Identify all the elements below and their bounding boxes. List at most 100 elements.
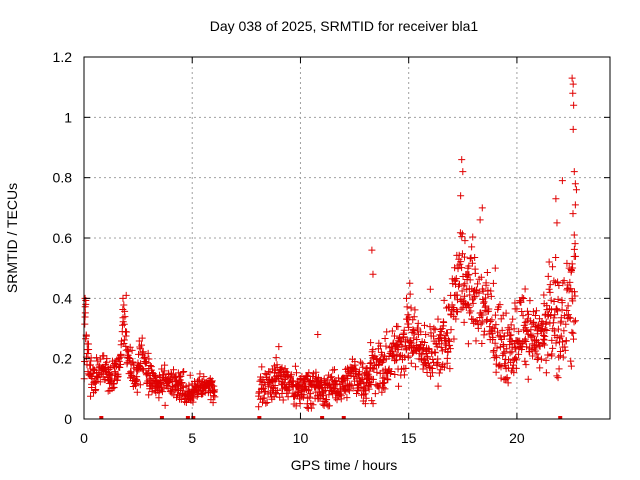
data-point bbox=[532, 307, 540, 315]
data-point bbox=[568, 328, 576, 336]
data-point bbox=[417, 341, 425, 349]
data-point bbox=[521, 285, 529, 293]
x-tick-label: 15 bbox=[401, 430, 417, 446]
data-point bbox=[526, 317, 534, 325]
data-point bbox=[492, 352, 500, 360]
data-point bbox=[565, 286, 573, 294]
data-point bbox=[329, 366, 337, 374]
data-point bbox=[486, 323, 494, 331]
data-point bbox=[127, 368, 135, 376]
data-point bbox=[555, 365, 563, 373]
data-point bbox=[550, 297, 558, 305]
data-point bbox=[558, 177, 566, 185]
data-point bbox=[455, 251, 463, 259]
data-point bbox=[493, 353, 501, 361]
data-point bbox=[121, 313, 129, 321]
data-point bbox=[328, 373, 336, 381]
data-point bbox=[522, 338, 530, 346]
zero-marker bbox=[341, 416, 346, 419]
data-point bbox=[146, 362, 154, 370]
data-point bbox=[437, 343, 445, 351]
data-point bbox=[466, 255, 474, 263]
data-point bbox=[403, 303, 411, 311]
data-point bbox=[539, 340, 547, 348]
data-point bbox=[544, 272, 552, 280]
data-point bbox=[120, 301, 128, 309]
zero-marker bbox=[99, 416, 104, 419]
data-point bbox=[92, 385, 100, 393]
data-point bbox=[571, 317, 579, 325]
data-point bbox=[457, 192, 465, 200]
data-point bbox=[541, 341, 549, 349]
data-point bbox=[265, 368, 273, 376]
data-point bbox=[292, 369, 300, 377]
data-point bbox=[116, 363, 124, 371]
data-point bbox=[566, 314, 574, 322]
data-point bbox=[478, 318, 486, 326]
data-point bbox=[118, 321, 126, 329]
data-point bbox=[450, 304, 458, 312]
data-point bbox=[503, 345, 511, 353]
data-point bbox=[465, 271, 473, 279]
data-point bbox=[491, 324, 499, 332]
data-point bbox=[466, 291, 474, 299]
data-point bbox=[461, 280, 469, 288]
data-point bbox=[434, 315, 442, 323]
data-point bbox=[569, 264, 577, 272]
x-axis-label: GPS time / hours bbox=[291, 457, 398, 473]
data-point bbox=[383, 328, 391, 336]
data-point bbox=[406, 290, 414, 298]
data-point bbox=[569, 89, 577, 97]
data-point bbox=[147, 363, 155, 371]
data-point bbox=[479, 311, 487, 319]
data-point bbox=[537, 326, 545, 334]
data-point bbox=[478, 339, 486, 347]
data-point bbox=[422, 330, 430, 338]
data-point bbox=[305, 369, 313, 377]
data-point bbox=[446, 345, 454, 353]
data-point bbox=[174, 381, 182, 389]
data-point bbox=[568, 74, 576, 82]
data-point bbox=[369, 346, 377, 354]
data-point bbox=[307, 390, 315, 398]
data-point bbox=[541, 332, 549, 340]
data-point bbox=[419, 365, 427, 373]
data-point bbox=[561, 346, 569, 354]
data-point bbox=[368, 246, 376, 254]
data-point bbox=[485, 305, 493, 313]
data-point bbox=[402, 364, 410, 372]
data-point bbox=[343, 394, 351, 402]
data-point bbox=[446, 365, 454, 373]
data-point bbox=[509, 315, 517, 323]
data-point bbox=[409, 316, 417, 324]
data-point bbox=[421, 358, 429, 366]
data-point bbox=[544, 351, 552, 359]
data-point bbox=[307, 404, 315, 412]
zero-marker bbox=[159, 416, 164, 419]
data-point bbox=[104, 387, 112, 395]
data-point bbox=[500, 349, 508, 357]
data-point bbox=[361, 400, 369, 408]
data-point bbox=[429, 332, 437, 340]
data-point bbox=[540, 331, 548, 339]
zero-marker bbox=[185, 416, 190, 419]
data-point bbox=[117, 353, 125, 361]
data-point bbox=[117, 360, 125, 368]
y-tick-label: 1.2 bbox=[53, 49, 73, 65]
data-point bbox=[428, 369, 436, 377]
data-point bbox=[291, 362, 299, 370]
data-point bbox=[454, 265, 462, 273]
data-point bbox=[489, 279, 497, 287]
data-point bbox=[552, 195, 560, 203]
y-tick-label: 0 bbox=[64, 411, 72, 427]
data-point bbox=[272, 354, 280, 362]
data-point bbox=[100, 352, 108, 360]
data-point bbox=[549, 344, 557, 352]
data-point bbox=[570, 168, 578, 176]
data-point bbox=[515, 350, 523, 358]
data-point bbox=[345, 387, 353, 395]
data-point bbox=[470, 294, 478, 302]
data-point bbox=[497, 363, 505, 371]
data-point bbox=[284, 387, 292, 395]
data-point bbox=[403, 294, 411, 302]
